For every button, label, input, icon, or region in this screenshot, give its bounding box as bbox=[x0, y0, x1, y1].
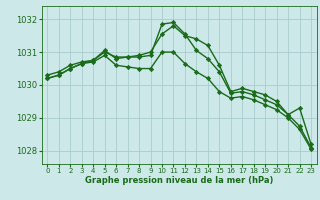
X-axis label: Graphe pression niveau de la mer (hPa): Graphe pression niveau de la mer (hPa) bbox=[85, 176, 273, 185]
